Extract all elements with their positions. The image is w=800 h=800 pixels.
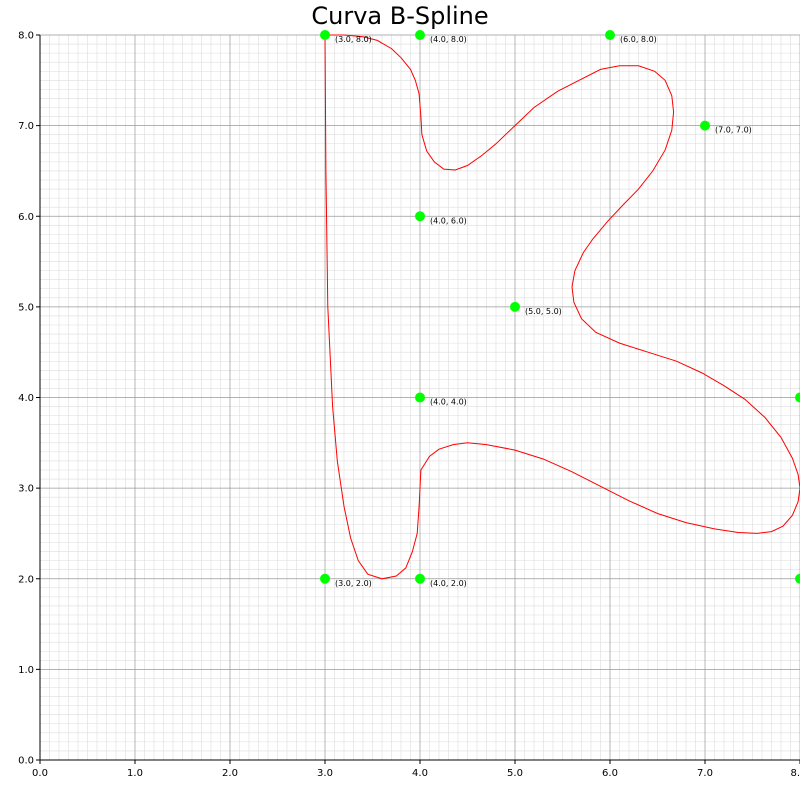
y-tick-label: 3.0	[18, 484, 34, 495]
y-tick-label: 4.0	[18, 393, 34, 404]
control-point-label: (5.0, 5.0)	[525, 307, 562, 316]
bspline-curve	[324, 34, 800, 580]
control-point-label: (4.0, 6.0)	[430, 216, 467, 225]
y-tick-label: 0.0	[18, 756, 34, 767]
x-tick-label: 3.0	[317, 768, 333, 779]
control-point-label: (7.0, 7.0)	[715, 126, 752, 135]
x-tick-label: 0.0	[32, 768, 48, 779]
chart-title: Curva B-Spline	[311, 2, 488, 30]
control-point	[795, 573, 800, 584]
control-point-label: (3.0, 2.0)	[335, 579, 372, 588]
control-point-labels: (3.0, 2.0) (3.0, 8.0) (4.0, 8.0) (4.0, 6.0)…	[335, 35, 752, 588]
x-tick-label: 6.0	[602, 768, 618, 779]
y-tick-labels: 0.0 1.0 2.0 3.0 4.0 5.0 6.0 7.0 8.0	[18, 31, 40, 767]
control-point	[795, 392, 800, 403]
control-points	[320, 30, 800, 584]
x-tick-label: 7.0	[697, 768, 713, 779]
y-tick-label: 1.0	[18, 665, 34, 676]
control-point-label: (4.0, 4.0)	[430, 398, 467, 407]
control-point	[320, 573, 330, 584]
control-point	[415, 211, 425, 222]
x-tick-label: 1.0	[127, 768, 143, 779]
y-tick-label: 6.0	[18, 212, 34, 223]
control-point	[320, 30, 330, 40]
y-tick-label: 2.0	[18, 574, 34, 585]
x-tick-label: 5.0	[507, 768, 523, 779]
y-tick-label: 7.0	[18, 121, 34, 132]
x-tick-label: 2.0	[222, 768, 238, 779]
control-point-label: (3.0, 8.0)	[335, 35, 372, 44]
y-tick-label: 8.0	[18, 31, 34, 42]
x-tick-label: 8.	[790, 768, 800, 779]
control-point	[415, 573, 425, 584]
x-tick-labels: 0.0 1.0 2.0 3.0 4.0 5.0 6.0 7.0 8.	[32, 760, 800, 779]
x-tick-label: 4.0	[412, 768, 428, 779]
control-point	[415, 30, 425, 40]
control-point-label: (4.0, 2.0)	[430, 579, 467, 588]
y-tick-label: 5.0	[18, 302, 34, 313]
curve-layer	[324, 34, 800, 580]
control-point-label: (6.0, 8.0)	[620, 35, 657, 44]
control-point	[415, 392, 425, 403]
control-point	[605, 30, 615, 40]
control-point	[510, 301, 520, 312]
control-point	[700, 120, 710, 131]
control-point-label: (4.0, 8.0)	[430, 35, 467, 44]
